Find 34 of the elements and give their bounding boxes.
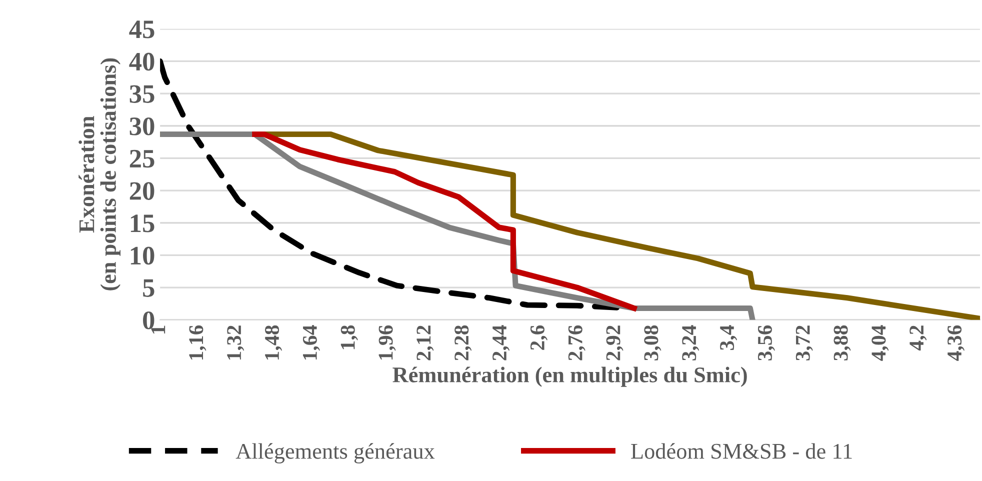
x-tick-label: 2,76: [568, 325, 586, 360]
x-tick-label: 1,64: [302, 325, 320, 360]
legend-label: Allégements généraux: [236, 443, 435, 464]
y-tick-label: 40: [129, 52, 154, 71]
x-axis-title: Rémunération (en multiples du Smic): [392, 366, 747, 387]
y-tick-label: 45: [129, 20, 154, 38]
x-tick-label: 2,28: [454, 325, 472, 360]
x-tick-label: 3,4: [720, 325, 738, 350]
x-tick-label: 3,08: [644, 325, 662, 360]
y-tick-label: 30: [130, 117, 154, 136]
x-tick-label: 3,56: [758, 325, 775, 360]
y-tick-label: 20: [130, 182, 154, 200]
x-tick-label: 1,48: [264, 325, 282, 360]
x-tick-label: 4,04: [872, 325, 889, 361]
x-tick-label: 2,12: [416, 326, 434, 360]
y-tick-label: 35: [130, 85, 154, 103]
x-tick-label: 3,72: [796, 326, 813, 360]
x-tick-label: 3,24: [682, 325, 700, 360]
x-tick-label: 1,16: [189, 325, 206, 360]
x-tick-label: 2,92: [606, 326, 624, 360]
y-axis-title: Exonération (en points de cotisations): [78, 58, 120, 290]
y-tick-label: 5: [143, 279, 154, 297]
x-tick-label: 1,32: [227, 326, 244, 360]
legend-label: Lodéom SM&SB - de 11: [631, 443, 852, 459]
x-tick-label: 4,2: [910, 326, 927, 350]
y-tick-label: 10: [130, 246, 154, 265]
x-tick-label: 4,36: [948, 325, 965, 361]
x-tick-label: 2,6: [530, 325, 548, 350]
x-tick-label: 2,44: [492, 325, 510, 360]
x-tick-label: 3,88: [834, 325, 851, 360]
x-tick-label: 1,8: [340, 325, 358, 350]
x-tick-label: 1,96: [378, 325, 396, 360]
y-tick-label: 25: [130, 150, 154, 168]
y-tick-label: 15: [130, 214, 154, 232]
